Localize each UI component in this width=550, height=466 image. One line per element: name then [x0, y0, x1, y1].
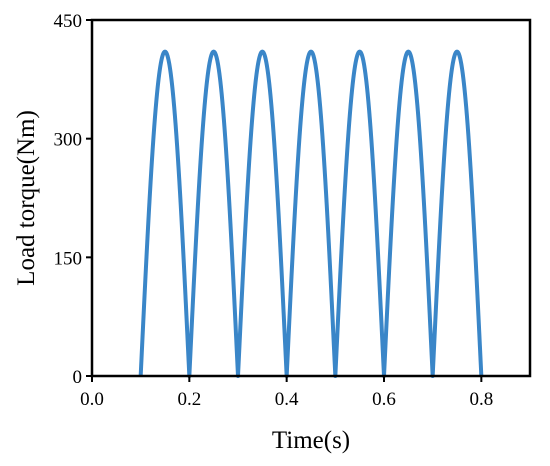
x-tick-label: 0.4 — [275, 389, 299, 410]
y-tick-label: 450 — [54, 11, 83, 32]
x-tick-label: 0.0 — [80, 389, 104, 410]
series-line-0 — [138, 49, 484, 378]
x-axis-title: Time(s) — [272, 427, 350, 454]
y-axis-title: Load torque(Nm) — [13, 110, 40, 286]
y-tick-label: 150 — [54, 248, 83, 269]
y-tick-label: 300 — [54, 130, 83, 151]
y-tick-label: 0 — [73, 367, 83, 388]
x-axis-ticks: 0.0 0.2 0.4 0.6 0.8 — [80, 376, 493, 410]
x-tick-label: 0.2 — [177, 389, 201, 410]
y-axis-ticks: 0 150 300 450 — [54, 11, 92, 388]
plot-frame — [90, 18, 532, 378]
plot-content — [138, 49, 484, 378]
x-tick-label: 0.8 — [469, 389, 493, 410]
x-tick-label: 0.6 — [372, 389, 396, 410]
